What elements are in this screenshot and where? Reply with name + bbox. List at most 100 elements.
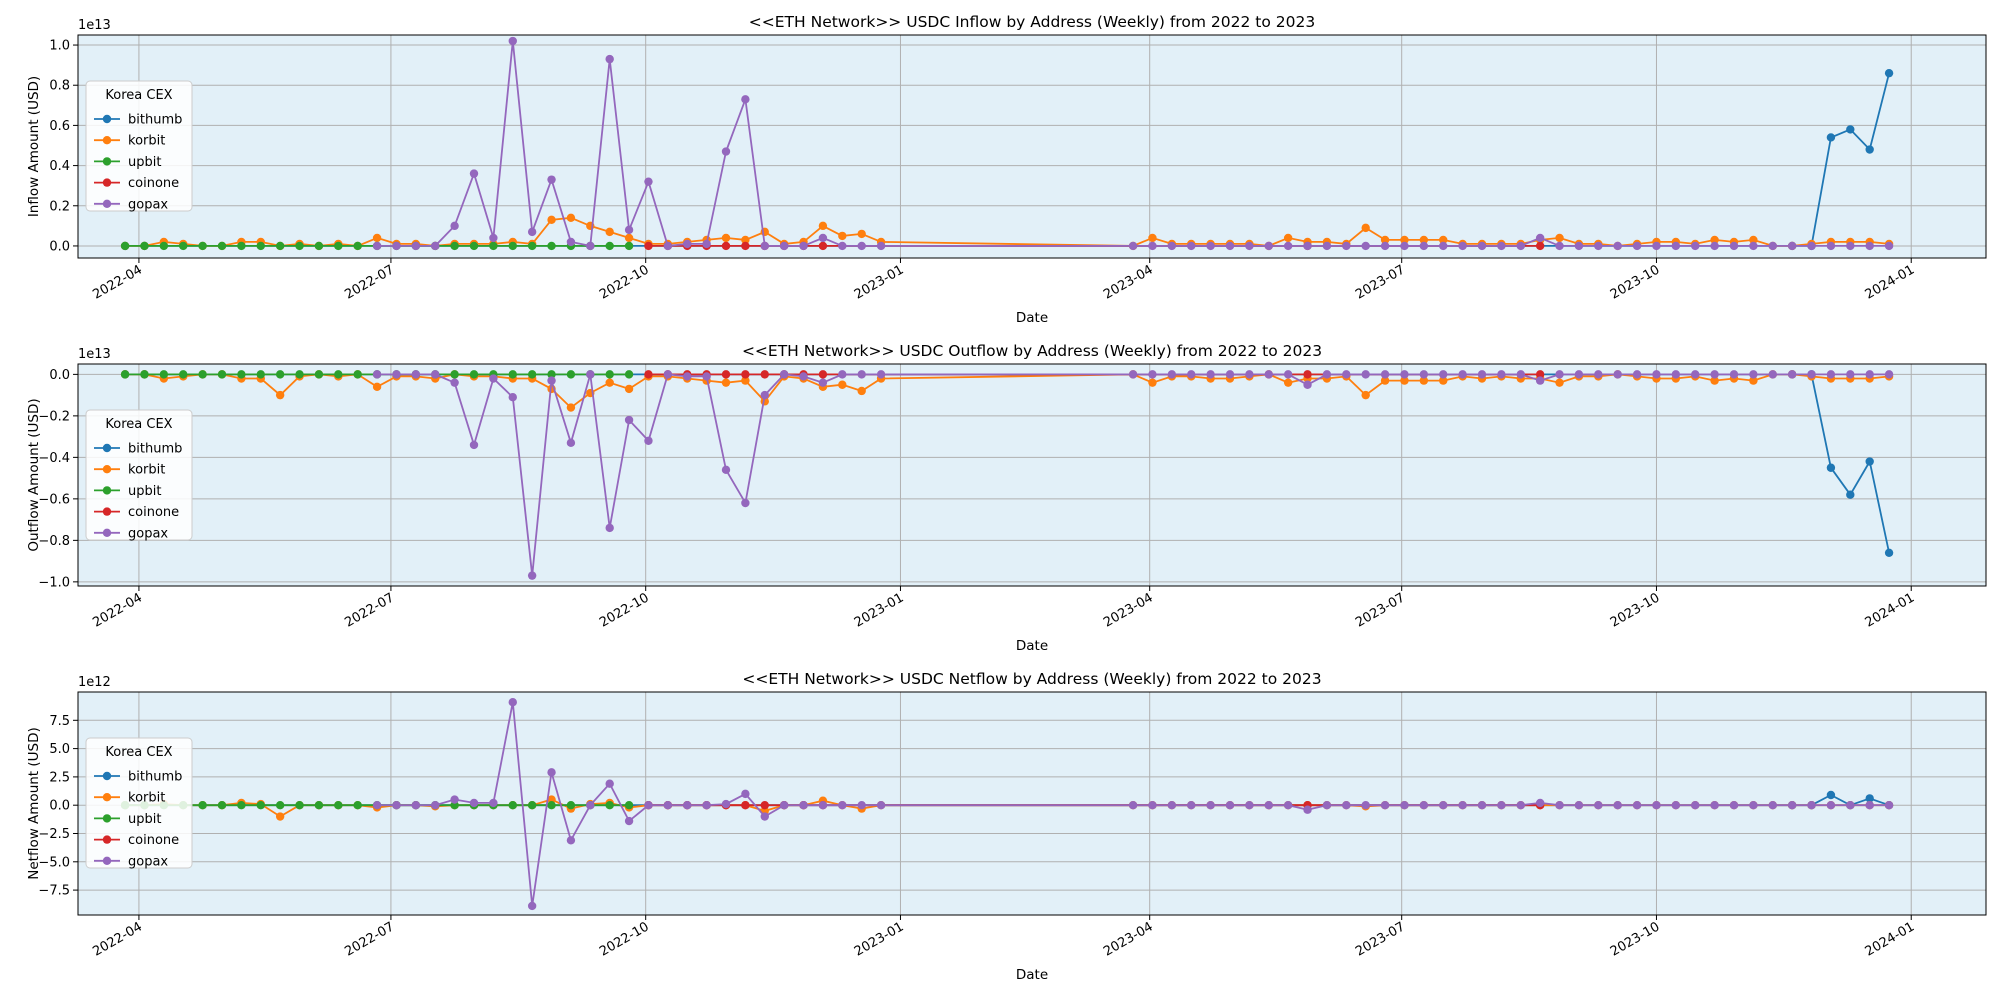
data-point-gopax	[1148, 800, 1157, 810]
data-point-korbit	[624, 233, 634, 243]
data-point-gopax	[818, 378, 828, 387]
data-point-korbit	[1419, 235, 1429, 245]
data-point-korbit	[1380, 376, 1390, 385]
data-point-gopax	[1264, 241, 1273, 251]
data-point-gopax	[1187, 370, 1196, 379]
data-point-coinone	[760, 800, 769, 810]
data-point-upbit	[159, 241, 169, 251]
data-point-gopax	[818, 233, 828, 243]
axes-frame	[77, 34, 1987, 259]
data-point-gopax	[1729, 800, 1739, 810]
data-point-gopax	[741, 95, 750, 104]
x-tick-label: 2022-07	[342, 590, 397, 630]
data-point-gopax	[1671, 241, 1681, 251]
data-point-gopax	[799, 372, 808, 381]
data-point-gopax	[1574, 370, 1584, 379]
data-point-gopax	[644, 177, 653, 186]
plot-area	[78, 364, 1986, 586]
x-tick-label: 2022-04	[90, 262, 145, 302]
data-point-gopax	[372, 370, 382, 379]
data-point-gopax	[431, 370, 440, 379]
data-point-upbit	[469, 241, 479, 251]
legend-title: Korea CEX	[105, 88, 172, 103]
legend: Korea CEX bithumb korbit upbit coinone gopax	[85, 80, 193, 212]
data-point-upbit	[624, 370, 634, 379]
data-point-bithumb	[1846, 125, 1855, 134]
legend-title: Korea CEX	[105, 745, 172, 760]
data-point-gopax	[411, 800, 421, 810]
data-point-korbit	[1439, 376, 1448, 385]
data-point-gopax	[392, 370, 401, 379]
data-point-upbit	[605, 800, 614, 810]
data-point-coinone	[1535, 370, 1545, 379]
x-tick-label: 2023-01	[852, 262, 907, 302]
data-point-korbit	[566, 403, 576, 412]
data-point-gopax	[1535, 376, 1545, 385]
legend-box	[85, 409, 193, 541]
data-point-gopax	[566, 836, 576, 845]
data-point-gopax	[702, 800, 711, 810]
data-point-gopax	[1458, 800, 1467, 810]
data-point-gopax	[1439, 370, 1448, 379]
data-point-gopax	[1826, 370, 1836, 379]
data-point-upbit	[275, 800, 285, 810]
axes-frame	[77, 691, 1987, 916]
data-point-upbit	[198, 800, 207, 810]
data-point-coinone	[644, 241, 653, 251]
data-point-upbit	[140, 370, 149, 379]
data-point-gopax	[1768, 241, 1777, 251]
data-point-gopax	[1187, 241, 1196, 251]
data-point-gopax	[838, 241, 847, 251]
x-axis-label: Date	[1016, 310, 1048, 326]
data-point-upbit	[353, 241, 362, 251]
data-point-gopax	[1283, 241, 1293, 251]
data-point-upbit	[450, 241, 459, 251]
x-tick-label: 2023-10	[1608, 262, 1663, 302]
data-point-korbit	[1361, 223, 1370, 233]
data-point-gopax	[508, 36, 517, 46]
data-point-korbit	[838, 380, 847, 389]
x-axis-label: Date	[1016, 967, 1048, 983]
data-point-gopax	[760, 241, 769, 251]
data-point-upbit	[353, 800, 362, 810]
data-point-gopax	[1884, 800, 1894, 810]
data-point-gopax	[1574, 800, 1584, 810]
data-point-korbit	[275, 812, 285, 821]
data-point-gopax	[876, 800, 886, 810]
data-point-korbit	[1361, 390, 1370, 400]
data-point-gopax	[838, 370, 847, 379]
data-point-gopax	[411, 370, 421, 379]
legend-marker-coinone	[102, 835, 112, 844]
data-point-gopax	[1303, 380, 1312, 389]
data-point-gopax	[1128, 241, 1138, 251]
data-point-gopax	[1749, 370, 1758, 379]
y-tick-label: −7.5	[38, 884, 70, 899]
data-point-korbit	[624, 384, 634, 394]
legend-label-gopax: gopax	[128, 854, 168, 869]
data-point-gopax	[799, 241, 808, 251]
x-tick-label: 2022-04	[90, 590, 145, 630]
data-point-gopax	[450, 221, 459, 231]
data-point-upbit	[198, 370, 207, 379]
y-tick-label: 1.0	[49, 39, 70, 54]
y-tick-label: 0.4	[49, 159, 70, 174]
legend-marker-gopax	[102, 528, 112, 537]
data-point-gopax	[1826, 800, 1836, 810]
data-point-korbit	[741, 376, 750, 385]
data-point-gopax	[702, 372, 711, 381]
legend-label-coinone: coinone	[128, 833, 179, 848]
data-point-gopax	[605, 779, 614, 788]
x-tick-label: 2023-07	[1353, 262, 1408, 302]
plot-area	[78, 692, 1986, 915]
data-point-gopax	[1632, 370, 1642, 379]
data-point-gopax	[1555, 800, 1564, 810]
x-tick-label: 2023-07	[1353, 590, 1408, 630]
data-point-korbit	[1555, 378, 1564, 387]
data-point-upbit	[624, 241, 634, 251]
data-point-gopax	[431, 800, 440, 810]
data-point-gopax	[760, 812, 769, 821]
data-point-bithumb	[1884, 548, 1894, 558]
data-point-gopax	[1807, 241, 1816, 251]
data-point-gopax	[1187, 800, 1196, 810]
data-point-upbit	[275, 370, 285, 379]
